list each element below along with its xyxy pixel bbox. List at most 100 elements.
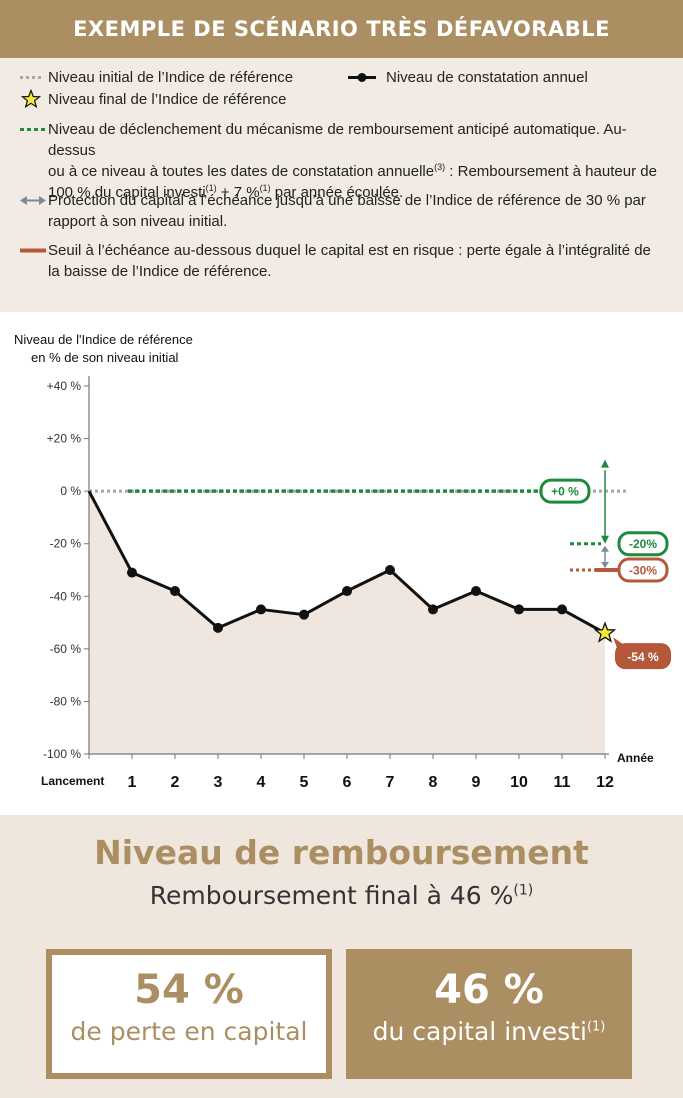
y-axis-title-line2: en % de son niveau initial (31, 350, 179, 365)
legend-final-label: Niveau final de l’Indice de référence (48, 91, 287, 108)
x-tick-label: 9 (472, 774, 481, 791)
data-point (170, 586, 180, 597)
page-title: EXEMPLE DE SCÉNARIO TRÈS DÉFAVORABLE (73, 17, 610, 41)
double-arrow-icon (20, 190, 48, 211)
area-fill (89, 491, 605, 754)
data-point (342, 586, 352, 597)
legend-item-initial: Niveau initial de l’Indice de référence (20, 67, 348, 88)
x-tick-label: 11 (554, 774, 571, 791)
legend-trigger-line2a: ou à ce niveau à toutes les dates de con… (48, 163, 435, 180)
result-subtitle: Remboursement final à 46 %(1) (0, 881, 683, 910)
dotted-green-line-icon (20, 119, 48, 140)
protection-arrow-down (601, 562, 609, 568)
result-panel: Niveau de remboursement Remboursement fi… (0, 815, 683, 1098)
arrow-down-head (601, 535, 609, 544)
capital-text: du capital investi(1) (346, 1017, 632, 1046)
data-point (385, 565, 395, 575)
legend-trigger-line3b: + 7 % (216, 184, 260, 201)
y-tick-label: +20 % (47, 432, 82, 446)
solid-red-line-icon (20, 240, 48, 261)
capital-value: 46 % (434, 967, 544, 1013)
loss-text: de perte en capital (70, 1017, 308, 1046)
final-label: -54 % (627, 650, 659, 664)
legend-initial-label: Niveau initial de l’Indice de référence (48, 69, 294, 86)
trigger-label: +0 % (551, 485, 579, 499)
legend-item-final: Niveau final de l’Indice de référence (20, 88, 548, 110)
star-icon (20, 88, 48, 110)
result-subtitle-footnote: (1) (513, 882, 534, 899)
x-tick-label: 7 (386, 774, 395, 791)
x-tick-label: 4 (257, 774, 266, 791)
legend-item-annual: Niveau de constatation annuel (346, 67, 666, 88)
legend-item-trigger: Niveau de déclenchement du mécanisme de … (20, 119, 658, 203)
x-tick-label: 10 (510, 774, 528, 791)
x-tick-label: 8 (429, 774, 438, 791)
data-point (299, 609, 309, 620)
data-point (428, 604, 438, 615)
legend-trigger-line2: ou à ce niveau à toutes les dates de con… (48, 161, 658, 182)
data-point (256, 604, 266, 615)
header-band: EXEMPLE DE SCÉNARIO TRÈS DÉFAVORABLE (0, 0, 683, 58)
loss-box: 54 % de perte en capital (46, 949, 332, 1079)
legend-trigger-line3: 100 % du capital investi(1) + 7 %(1) par… (48, 182, 658, 203)
loss-value: 54 % (134, 967, 244, 1013)
footnote-1b: (1) (259, 183, 271, 193)
final-label-box (615, 643, 671, 670)
minus30-label-box (617, 557, 669, 583)
data-point (213, 622, 223, 633)
y-tick-label: -40 % (50, 589, 82, 603)
legend-trigger-line2b: : Remboursement à hauteur de (445, 163, 657, 180)
final-level-star-icon (593, 621, 617, 643)
legend-protection-line2: rapport à son niveau initial. (48, 213, 228, 230)
legend-trigger-text: Niveau de déclenchement du mécanisme de … (48, 119, 658, 203)
y-tick-label: -100 % (43, 747, 81, 761)
capital-box: 46 % du capital investi(1) (346, 949, 632, 1079)
chart-area: Niveau de l'Indice de référence en % de s… (0, 320, 683, 800)
legend-threshold-line1: Seuil à l’échéance au-dessous duquel le … (48, 242, 651, 259)
legend-annual-label: Niveau de constatation annuel (386, 69, 588, 86)
legend-protection-line1: Protection du capital à l’échéance jusqu… (48, 192, 646, 209)
legend-panel: Niveau initial de l’Indice de référence … (0, 58, 683, 312)
protection-arrow-up (601, 545, 609, 552)
x-axis-title: Année (617, 751, 654, 765)
x-tick-label: Lancement (41, 774, 104, 788)
legend-protection-text: Protection du capital à l’échéance jusqu… (48, 190, 658, 232)
x-tick-label: 12 (596, 774, 614, 791)
capital-text-label: du capital investi (372, 1017, 587, 1046)
arrow-up-head (601, 459, 609, 468)
legend-item-protection: Protection du capital à l’échéance jusqu… (20, 190, 658, 232)
x-tick-label: 3 (214, 774, 223, 791)
data-point (127, 567, 137, 578)
minus30-label: -30% (629, 564, 657, 578)
dotted-grey-line-icon (20, 67, 48, 88)
x-tick-label: 6 (343, 774, 352, 791)
y-tick-label: +40 % (47, 379, 82, 393)
minus20-label: -20% (629, 537, 657, 551)
legend-threshold-text: Seuil à l’échéance au-dessous duquel le … (48, 240, 658, 282)
data-point (514, 604, 524, 615)
legend-threshold-line2: la baisse de l’Indice de référence. (48, 263, 272, 280)
line-with-dot-icon (346, 67, 386, 88)
y-tick-label: 0 % (60, 484, 81, 498)
x-tick-label: 1 (128, 774, 137, 791)
y-tick-label: -20 % (50, 537, 82, 551)
y-tick-label: -60 % (50, 642, 82, 656)
data-point (557, 604, 567, 615)
minus20-label-box (617, 531, 669, 557)
y-tick-label: -80 % (50, 694, 82, 708)
footnote-3: (3) (434, 162, 446, 172)
result-title: Niveau de remboursement (94, 833, 589, 872)
legend-trigger-line3c: par année écoulée. (270, 184, 404, 201)
capital-footnote: (1) (586, 1019, 606, 1035)
data-point (471, 586, 481, 597)
legend-trigger-line3a: 100 % du capital investi (48, 184, 206, 201)
x-tick-label: 5 (300, 774, 309, 791)
x-tick-label: 2 (171, 774, 180, 791)
result-subtitle-text: Remboursement final à 46 % (149, 881, 514, 910)
legend-item-threshold: Seuil à l’échéance au-dessous duquel le … (20, 240, 658, 282)
footnote-1: (1) (205, 183, 217, 193)
y-axis-title-line1: Niveau de l'Indice de référence (14, 332, 193, 347)
line-chart: Niveau de l'Indice de référence en % de s… (14, 332, 671, 791)
legend-trigger-line1: Niveau de déclenchement du mécanisme de … (48, 121, 627, 159)
trigger-label-box (539, 478, 591, 504)
